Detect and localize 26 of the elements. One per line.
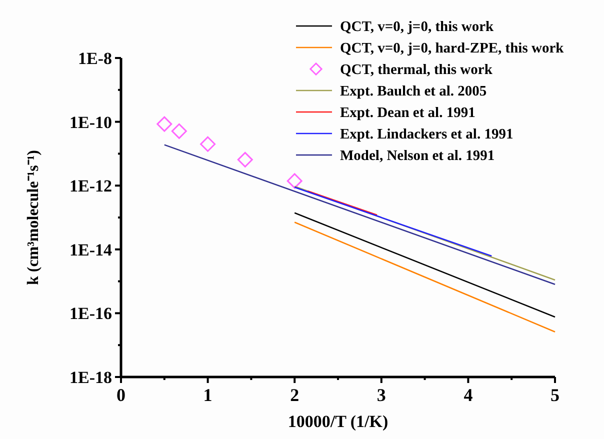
legend-label: QCT, v=0, j=0, hard-ZPE, this work: [340, 40, 565, 56]
y-tick-label: 1E-16: [70, 304, 112, 324]
y-axis-title: k (cm³molecule⁻¹s⁻¹): [25, 150, 42, 286]
x-tick-label: 1: [203, 385, 212, 405]
legend-label: Expt. Dean et al. 1991: [340, 105, 476, 121]
x-tick-label: 3: [376, 385, 386, 405]
point: [171, 123, 187, 139]
legend-label: QCT, thermal, this work: [340, 62, 494, 78]
point: [156, 116, 172, 132]
y-tick-label: 1E-12: [70, 176, 112, 196]
y-tick-label: 1E-18: [70, 368, 112, 387]
legend-label: QCT, v=0, j=0, this work: [340, 19, 495, 35]
legend-label: Expt. Lindackers et al. 1991: [340, 126, 514, 142]
y-tick-label: 1E-8: [78, 49, 112, 68]
x-tick-label: 2: [290, 385, 300, 405]
legend-label: Expt. Baulch et al. 2005: [340, 84, 487, 100]
point: [237, 152, 253, 168]
point: [286, 173, 302, 189]
y-tick-label: 1E-14: [70, 240, 112, 260]
x-tick-label: 0: [116, 385, 126, 405]
y-tick-label: 1E-10: [70, 112, 112, 132]
x-tick-label: 5: [550, 385, 560, 405]
point: [200, 136, 216, 152]
x-axis-title: 10000/T (1/K): [288, 412, 388, 431]
legend-label: Model, Nelson et al. 1991: [340, 148, 495, 164]
x-tick-label: 4: [464, 385, 473, 405]
